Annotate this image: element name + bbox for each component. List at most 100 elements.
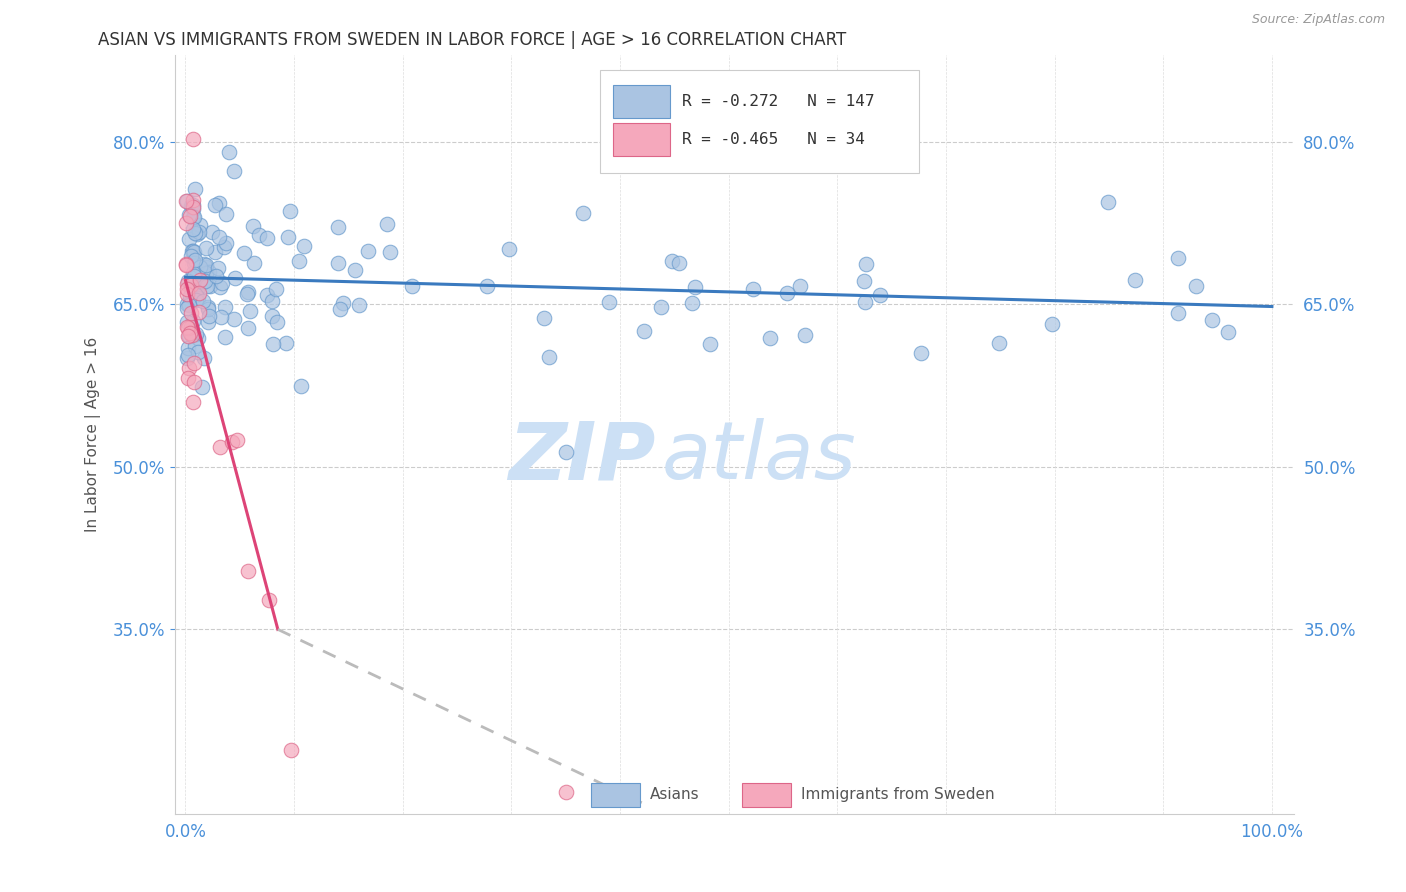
- Point: [224, 164, 246, 178]
- Point: [181, 194, 204, 208]
- Point: [176, 194, 198, 209]
- FancyBboxPatch shape: [600, 70, 918, 173]
- Point: [197, 301, 219, 315]
- Point: [194, 258, 217, 272]
- Point: [181, 202, 204, 216]
- Point: [181, 395, 204, 409]
- Point: [789, 279, 811, 293]
- Point: [869, 287, 891, 301]
- Point: [197, 301, 219, 316]
- Point: [290, 379, 312, 393]
- Text: ASIAN VS IMMIGRANTS FROM SWEDEN IN LABOR FORCE | AGE > 16 CORRELATION CHART: ASIAN VS IMMIGRANTS FROM SWEDEN IN LABOR…: [98, 31, 846, 49]
- Point: [183, 244, 205, 259]
- Point: [180, 199, 202, 213]
- Point: [186, 281, 208, 295]
- Point: [177, 371, 200, 385]
- Point: [179, 232, 201, 246]
- Point: [180, 305, 202, 319]
- Point: [180, 277, 202, 292]
- Point: [176, 216, 198, 230]
- Point: [181, 198, 204, 212]
- Text: R = -0.272   N = 147: R = -0.272 N = 147: [682, 94, 875, 109]
- Point: [181, 132, 204, 146]
- Point: [183, 339, 205, 353]
- Point: [326, 256, 349, 270]
- FancyBboxPatch shape: [742, 782, 792, 806]
- Point: [188, 286, 211, 301]
- Point: [242, 219, 264, 233]
- Point: [183, 268, 205, 283]
- Point: [1167, 306, 1189, 320]
- Point: [187, 280, 209, 294]
- Point: [598, 295, 620, 310]
- Point: [183, 211, 205, 225]
- Point: [226, 433, 249, 447]
- Point: [776, 285, 799, 300]
- Point: [195, 266, 218, 280]
- FancyBboxPatch shape: [613, 85, 671, 118]
- Point: [184, 226, 207, 240]
- Point: [247, 227, 270, 242]
- Point: [257, 592, 280, 607]
- Point: [571, 206, 593, 220]
- Point: [187, 291, 209, 305]
- Point: [208, 230, 231, 244]
- Point: [260, 294, 283, 309]
- Point: [195, 279, 218, 293]
- Point: [214, 330, 236, 344]
- Point: [194, 274, 217, 288]
- Point: [235, 287, 257, 301]
- Point: [187, 305, 209, 319]
- Point: [332, 296, 354, 310]
- Point: [191, 293, 214, 308]
- Point: [184, 326, 207, 341]
- Point: [214, 300, 236, 314]
- Point: [177, 341, 200, 355]
- Point: [260, 309, 283, 323]
- Point: [179, 328, 201, 343]
- Point: [347, 298, 370, 312]
- Point: [191, 380, 214, 394]
- Point: [356, 244, 378, 258]
- Point: [177, 328, 200, 343]
- Point: [201, 225, 224, 239]
- Point: [239, 304, 262, 318]
- Point: [209, 310, 232, 324]
- Point: [212, 240, 235, 254]
- Point: [236, 321, 259, 335]
- Point: [475, 279, 498, 293]
- Point: [188, 260, 211, 274]
- Point: [183, 267, 205, 281]
- Point: [533, 310, 555, 325]
- Point: [855, 257, 877, 271]
- Y-axis label: In Labor Force | Age > 16: In Labor Force | Age > 16: [86, 337, 101, 532]
- Point: [176, 351, 198, 365]
- Point: [179, 209, 201, 223]
- Point: [177, 274, 200, 288]
- Point: [266, 315, 288, 329]
- Point: [401, 279, 423, 293]
- Text: Asians: Asians: [650, 787, 700, 802]
- Point: [668, 256, 690, 270]
- Point: [187, 331, 209, 345]
- Point: [910, 345, 932, 359]
- Point: [176, 277, 198, 292]
- Point: [181, 201, 204, 215]
- Point: [292, 239, 315, 253]
- FancyBboxPatch shape: [591, 782, 640, 806]
- Point: [236, 285, 259, 299]
- Point: [1040, 317, 1063, 331]
- Point: [181, 328, 204, 343]
- FancyBboxPatch shape: [613, 122, 671, 156]
- Point: [184, 285, 207, 300]
- Point: [278, 203, 301, 218]
- Point: [190, 218, 212, 232]
- Point: [186, 227, 208, 242]
- Point: [176, 258, 198, 272]
- Point: [187, 345, 209, 359]
- Point: [214, 206, 236, 220]
- Point: [1097, 195, 1119, 210]
- Point: [179, 208, 201, 222]
- Point: [180, 320, 202, 334]
- Point: [343, 262, 366, 277]
